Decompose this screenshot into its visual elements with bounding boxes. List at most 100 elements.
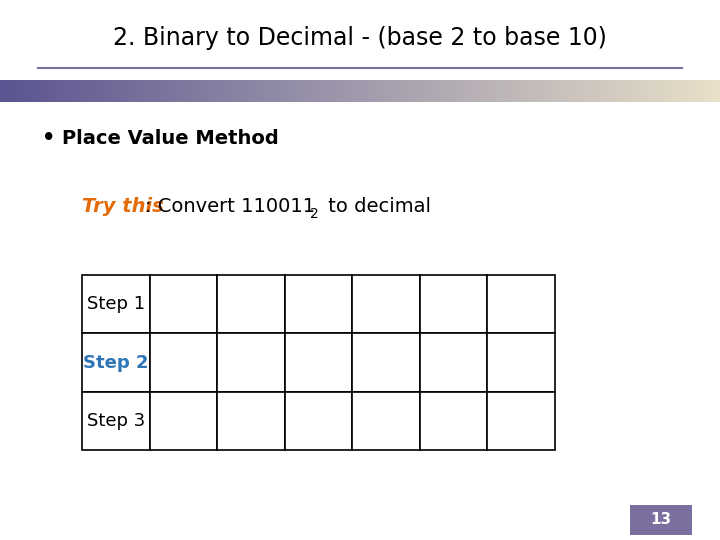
- Bar: [540, 80, 542, 102]
- Bar: [211, 80, 214, 102]
- Bar: [312, 80, 315, 102]
- Bar: [675, 80, 677, 102]
- Bar: [437, 80, 439, 102]
- Bar: [449, 80, 451, 102]
- Bar: [374, 80, 377, 102]
- Bar: [284, 275, 352, 333]
- Bar: [310, 80, 312, 102]
- Bar: [607, 80, 610, 102]
- Bar: [689, 80, 691, 102]
- Bar: [50, 80, 53, 102]
- Bar: [89, 80, 91, 102]
- Bar: [403, 80, 405, 102]
- Bar: [662, 80, 665, 102]
- Bar: [499, 80, 502, 102]
- Bar: [45, 80, 48, 102]
- Bar: [391, 80, 394, 102]
- Bar: [502, 80, 504, 102]
- Bar: [158, 80, 161, 102]
- Bar: [461, 80, 463, 102]
- Bar: [691, 80, 693, 102]
- Bar: [648, 80, 650, 102]
- Bar: [352, 275, 420, 333]
- Bar: [405, 80, 408, 102]
- Bar: [142, 80, 144, 102]
- Bar: [284, 392, 352, 450]
- Bar: [511, 80, 513, 102]
- Bar: [70, 80, 72, 102]
- Bar: [657, 80, 660, 102]
- Bar: [389, 80, 391, 102]
- Bar: [513, 80, 516, 102]
- Bar: [214, 80, 216, 102]
- Bar: [135, 80, 137, 102]
- Bar: [610, 80, 612, 102]
- Bar: [53, 80, 55, 102]
- Bar: [331, 80, 333, 102]
- Bar: [96, 80, 99, 102]
- Bar: [305, 80, 307, 102]
- Bar: [151, 80, 153, 102]
- Bar: [166, 80, 168, 102]
- Bar: [346, 80, 348, 102]
- Bar: [595, 80, 598, 102]
- Bar: [250, 80, 252, 102]
- Bar: [324, 80, 326, 102]
- Bar: [283, 80, 286, 102]
- Bar: [394, 80, 396, 102]
- Bar: [372, 80, 374, 102]
- Bar: [235, 80, 238, 102]
- Bar: [233, 80, 235, 102]
- Bar: [679, 80, 682, 102]
- Bar: [425, 80, 427, 102]
- Bar: [600, 80, 603, 102]
- Bar: [703, 80, 706, 102]
- Bar: [444, 80, 446, 102]
- Text: 2. Binary to Decimal - (base 2 to base 10): 2. Binary to Decimal - (base 2 to base 1…: [113, 26, 607, 50]
- Bar: [612, 80, 614, 102]
- Bar: [441, 80, 444, 102]
- Bar: [396, 80, 398, 102]
- Bar: [0, 80, 2, 102]
- Bar: [322, 80, 324, 102]
- Bar: [423, 80, 425, 102]
- Bar: [207, 80, 209, 102]
- Bar: [468, 80, 470, 102]
- Bar: [538, 80, 540, 102]
- Bar: [701, 80, 703, 102]
- Bar: [482, 80, 485, 102]
- Bar: [473, 80, 475, 102]
- Bar: [173, 80, 175, 102]
- Bar: [379, 80, 382, 102]
- Bar: [382, 80, 384, 102]
- Bar: [297, 80, 300, 102]
- Bar: [288, 80, 290, 102]
- Bar: [113, 80, 115, 102]
- Bar: [60, 80, 63, 102]
- Bar: [420, 333, 487, 392]
- Bar: [290, 80, 293, 102]
- Bar: [626, 80, 629, 102]
- Bar: [185, 80, 187, 102]
- Bar: [307, 80, 310, 102]
- Bar: [432, 80, 434, 102]
- Bar: [192, 80, 194, 102]
- Bar: [485, 80, 487, 102]
- Bar: [641, 80, 643, 102]
- Bar: [639, 80, 641, 102]
- Bar: [653, 80, 655, 102]
- Bar: [665, 80, 667, 102]
- Bar: [302, 80, 305, 102]
- Bar: [487, 80, 490, 102]
- Bar: [646, 80, 648, 102]
- Bar: [329, 80, 331, 102]
- Bar: [583, 80, 585, 102]
- Bar: [581, 80, 583, 102]
- Bar: [475, 80, 477, 102]
- Text: 13: 13: [650, 512, 672, 528]
- Bar: [336, 80, 338, 102]
- Bar: [55, 80, 58, 102]
- Bar: [99, 80, 101, 102]
- Bar: [269, 80, 271, 102]
- Bar: [286, 80, 288, 102]
